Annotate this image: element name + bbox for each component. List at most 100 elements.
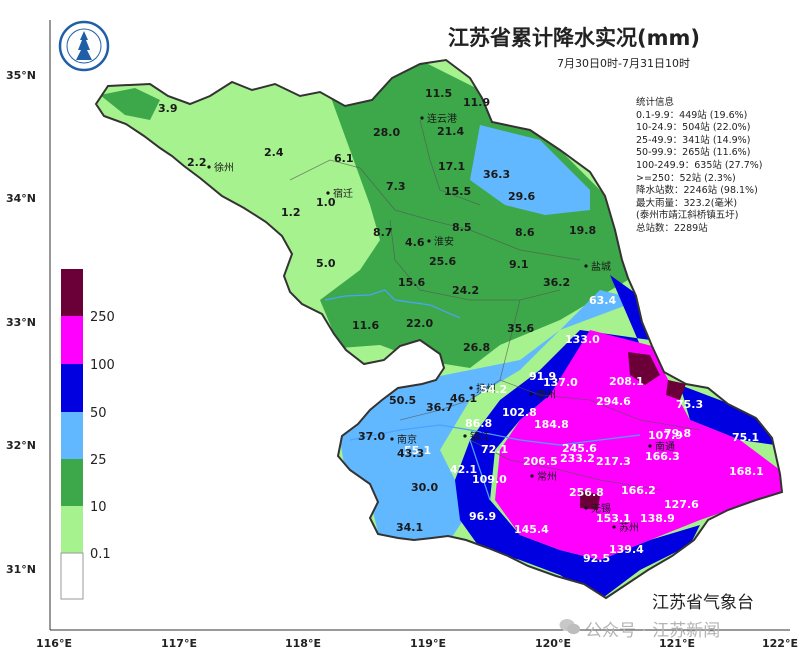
rainfall-value-label: 6.1 — [334, 152, 354, 165]
legend-swatch-0.1-10 — [61, 506, 83, 553]
rainfall-value-label: 75.3 — [676, 398, 703, 411]
rainfall-value-label: 133.0 — [565, 333, 600, 346]
stats-line: 100-249.9：635站 (27.7%) — [636, 159, 763, 171]
latitude-labels: 35°N 34°N 33°N 32°N 31°N — [6, 69, 36, 576]
rainfall-value-label: 92.5 — [583, 552, 610, 565]
water-features — [324, 289, 641, 501]
stats-line: 50-99.9：265站 (11.6%) — [636, 147, 751, 159]
rainfall-value-label: 79.8 — [664, 427, 691, 440]
rainfall-value-label: 26.8 — [463, 341, 490, 354]
rainfall-value-label: 19.8 — [569, 224, 596, 237]
legend-swatch-zero — [60, 552, 84, 600]
band-over-250-a — [628, 352, 660, 385]
band-25-50-south — [340, 290, 640, 540]
legend-swatch-100-250 — [61, 316, 83, 364]
legend-label: 100 — [90, 358, 115, 373]
map-title: 江苏省累计降水实况(mm) — [448, 26, 700, 50]
lat-label: 34°N — [6, 192, 36, 205]
rainfall-value-label: 1.2 — [281, 206, 301, 219]
rainfall-value-label: 55.1 — [404, 444, 431, 457]
city-dot — [427, 239, 431, 243]
rainfall-value-label: 1.0 — [316, 196, 336, 209]
rainfall-value-label: 7.3 — [386, 180, 406, 193]
rainfall-value-label: 166.3 — [645, 450, 680, 463]
rainfall-value-label: 206.5 — [523, 455, 558, 468]
rainfall-value-label: 37.0 — [358, 430, 385, 443]
lon-label: 119°E — [410, 637, 446, 650]
rainfall-value-label: 166.2 — [621, 484, 656, 497]
city-label: 泰州 — [536, 388, 556, 401]
rainfall-value-label: 15.6 — [398, 276, 425, 289]
rainfall-value-label: 86.8 — [465, 417, 492, 430]
rainfall-value-label: 139.4 — [609, 543, 644, 556]
legend-swatch-25-50 — [61, 412, 83, 459]
lon-label: 121°E — [659, 637, 695, 650]
city-label: 徐州 — [214, 161, 234, 174]
legend-label: 50 — [90, 406, 107, 421]
city-dot — [469, 386, 473, 390]
wechat-icon — [559, 619, 580, 635]
legend-label: 10 — [90, 500, 107, 515]
band-100-250 — [495, 330, 782, 560]
rainfall-value-label: 17.1 — [438, 160, 465, 173]
city-dot — [420, 116, 424, 120]
rainfall-value-label: 256.8 — [569, 486, 604, 499]
lon-label: 122°E — [762, 637, 798, 650]
band-10-25-north — [100, 88, 160, 120]
stats-line: 0.1-9.9：449站 (19.6%) — [636, 109, 748, 121]
lat-label: 33°N — [6, 316, 36, 329]
rainfall-value-label: 96.9 — [469, 510, 496, 523]
city-dot — [529, 392, 533, 396]
rainfall-value-label: 4.6 — [405, 236, 425, 249]
rainfall-value-label: 29.6 — [508, 190, 535, 203]
rainfall-value-label: 107.9 — [648, 429, 683, 442]
rainfall-value-label: 2.2 — [187, 156, 207, 169]
rainfall-value-label: 42.1 — [450, 463, 477, 476]
statistics-panel: 统计信息 0.1-9.9：449站 (19.6%) 10-24.9：504站 (… — [636, 97, 763, 236]
frame-axes — [49, 20, 790, 631]
rainfall-value-label: 3.9 — [158, 102, 178, 115]
band-over-250-c — [666, 380, 686, 400]
lon-label: 116°E — [36, 637, 72, 650]
legend-label: 0.1 — [90, 547, 111, 562]
city-dot — [326, 191, 330, 195]
city-label: 苏州 — [619, 521, 639, 534]
longitude-labels: 116°E 117°E 118°E 119°E 120°E 121°E 122°… — [36, 637, 798, 650]
rainfall-value-label: 8.5 — [452, 221, 472, 234]
rainfall-value-label: 91.9 — [529, 370, 556, 383]
city-dot — [584, 506, 588, 510]
color-legend: 250 100 50 25 10 0.1 — [60, 269, 115, 600]
lon-label: 118°E — [285, 637, 321, 650]
rainfall-value-label: 35.6 — [507, 322, 534, 335]
rainfall-value-label: 5.0 — [316, 257, 336, 270]
rainfall-value-label: 208.1 — [609, 375, 644, 388]
legend-label: 25 — [90, 453, 107, 468]
city-label: 常州 — [537, 470, 557, 483]
rainfall-value-label: 138.9 — [640, 512, 675, 525]
rainfall-value-label: 168.1 — [729, 465, 764, 478]
city-dot — [390, 437, 394, 441]
stats-line: >=250：52站 (2.3%) — [636, 172, 736, 184]
rainfall-value-label: 34.1 — [396, 521, 423, 534]
rainfall-value-label: 184.8 — [534, 418, 569, 431]
watermark-text: 公众号 · 江苏新闻 — [585, 621, 721, 641]
rainfall-value-label: 54.2 — [480, 383, 507, 396]
city-label: 扬州 — [476, 382, 496, 395]
city-dot — [612, 525, 616, 529]
rainfall-value-label: 233.2 — [560, 452, 595, 465]
rainfall-value-label: 127.6 — [664, 498, 699, 511]
band-25-50 — [470, 125, 590, 215]
city-dot — [463, 434, 467, 438]
source-credit: 江苏省气象台 — [652, 593, 754, 613]
city-label: 盐城 — [591, 260, 611, 273]
city-label: 淮安 — [434, 235, 454, 248]
stats-line: 统计信息 — [636, 97, 675, 108]
lat-label: 32°N — [6, 439, 36, 452]
rainfall-value-label: 75.1 — [732, 431, 759, 444]
map-subtitle: 7月30日0时-7月31日10时 — [557, 57, 690, 70]
legend-swatch-over-250 — [61, 269, 83, 316]
city-label: 连云港 — [427, 112, 457, 125]
lon-label: 117°E — [161, 637, 197, 650]
rainfall-value-label: 11.5 — [425, 87, 452, 100]
